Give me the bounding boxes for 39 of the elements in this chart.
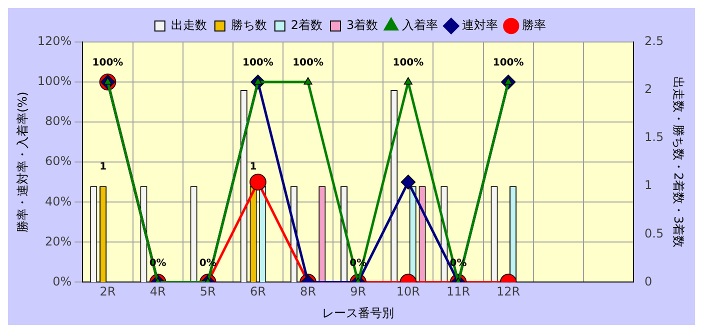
x-tick-label: 6R	[250, 284, 266, 299]
x-axis-title: レース番号別	[322, 306, 394, 320]
data-label: 100%	[242, 58, 274, 69]
data-label: 1	[250, 162, 257, 173]
y2-tick-label: 1	[644, 178, 652, 192]
data-label: 100%	[492, 58, 524, 69]
legend-label: 出走数	[170, 18, 207, 32]
y-tick-label: 60%	[45, 154, 72, 168]
legend-label: 勝ち数	[230, 18, 267, 32]
y-tick-label: 120%	[37, 34, 72, 48]
y-axis-title: 勝率・連対率・入着率(%)	[15, 92, 30, 232]
x-tick-label: 5R	[200, 284, 216, 299]
legend-label: 入着率	[402, 18, 438, 32]
x-tick-label: 2R	[100, 284, 116, 299]
y2-tick-label: 1.5	[644, 130, 664, 144]
x-tick-label: 8R	[300, 284, 316, 299]
x-tick-label: 9R	[350, 284, 366, 299]
x-tick-label: 10R	[396, 284, 420, 299]
x-tick-label: 11R	[446, 284, 470, 299]
y2-tick-label: 0	[644, 274, 652, 288]
legend-label: 連対率	[462, 18, 498, 32]
y-tick-label: 40%	[45, 194, 72, 208]
data-label: 100%	[92, 58, 124, 69]
x-tick-label: 12R	[496, 284, 520, 299]
data-label: 100%	[292, 58, 324, 69]
legend-label: 2着数	[290, 18, 323, 32]
y-tick-label: 100%	[37, 74, 72, 88]
x-tick-label: 4R	[150, 284, 166, 299]
data-label: 100%	[392, 58, 424, 69]
y-tick-label: 20%	[45, 234, 72, 248]
y-tick-label: 80%	[45, 114, 72, 128]
y2-tick-label: 2.5	[644, 34, 664, 48]
data-label: 1	[100, 162, 107, 173]
y2-tick-label: 0.5	[644, 226, 664, 240]
y2-axis-title: 出走数・勝ち数・2着数・3着数	[672, 76, 686, 248]
legend-label: 3着数	[346, 18, 378, 32]
y2-tick-label: 2	[644, 82, 652, 96]
y-tick-label: 0%	[52, 274, 72, 288]
legend-label: 勝率	[522, 18, 546, 32]
